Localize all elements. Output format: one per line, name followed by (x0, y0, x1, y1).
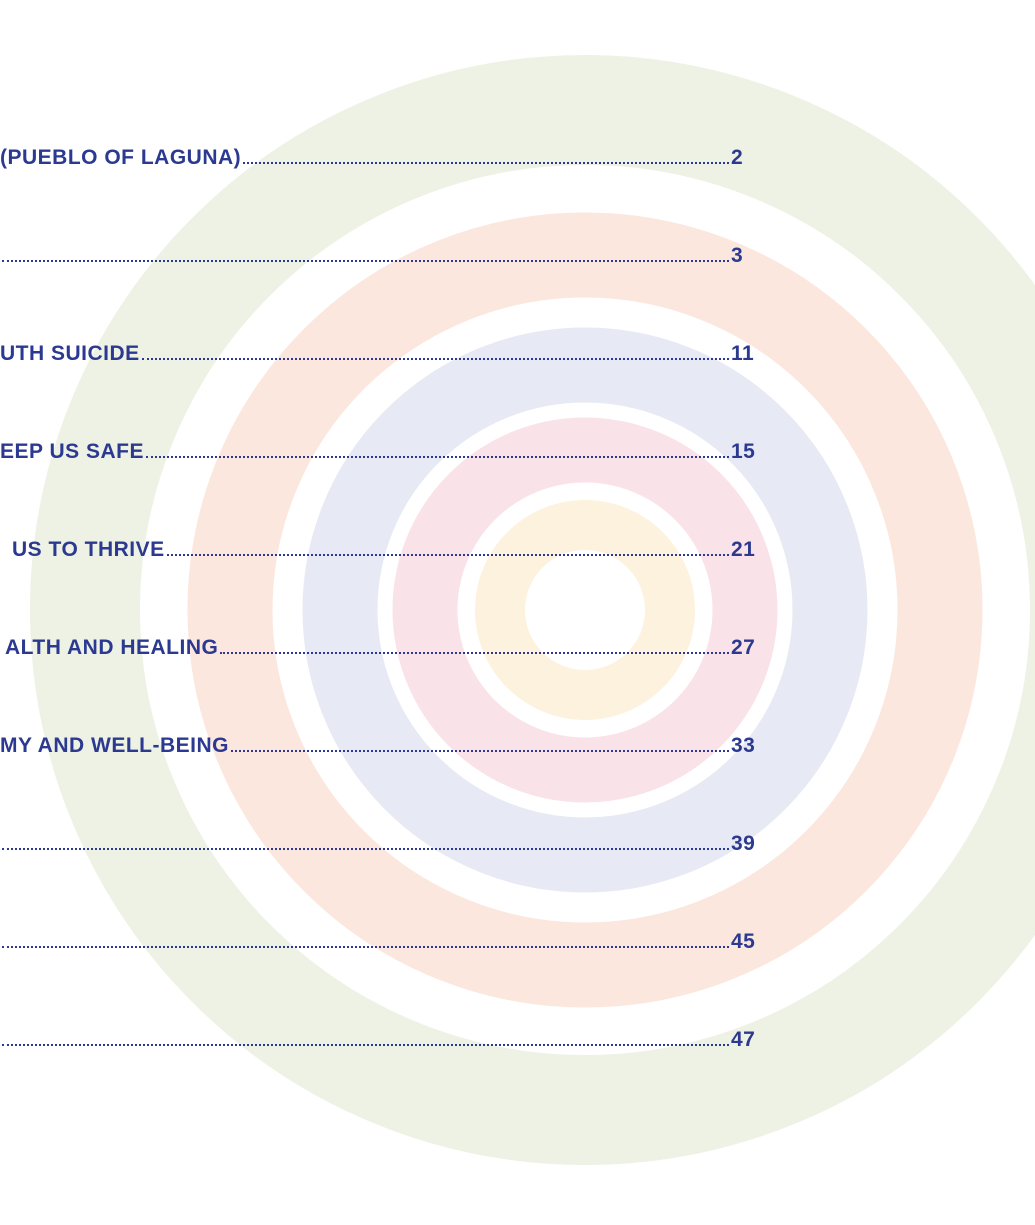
toc-entry: 39 (0, 826, 791, 856)
page-number: 2 (731, 146, 791, 170)
dot-leader (2, 848, 729, 850)
dot-leader (2, 260, 729, 262)
dot-leader (2, 946, 729, 948)
dot-leader (243, 162, 729, 164)
page-number: 21 (731, 538, 791, 562)
dot-leader (231, 750, 729, 752)
toc-entry: (PUEBLO OF LAGUNA) 2 (0, 140, 791, 170)
entry-title: UTH SUICIDE (0, 342, 140, 366)
page-number: 47 (731, 1028, 791, 1052)
entry-title: (PUEBLO OF LAGUNA) (0, 146, 241, 170)
dot-leader (2, 1044, 729, 1046)
page-number: 45 (731, 930, 791, 954)
toc-entry: EEP US SAFE 15 (0, 434, 791, 464)
table-of-contents: (PUEBLO OF LAGUNA) 2 3 UTH SUICIDE 11 EEP US … (0, 0, 1035, 1225)
entry-title: US TO THRIVE (12, 538, 165, 562)
entry-title: ALTH AND HEALING (5, 636, 218, 660)
page: {"entries": [ {"title": "(PUEBLO OF LAGU… (0, 0, 1035, 1225)
entry-title: MY AND WELL-BEING (0, 734, 229, 758)
page-number: 3 (731, 244, 791, 268)
page-number: 11 (731, 342, 791, 366)
toc-entry: 45 (0, 924, 791, 954)
toc-entry: ALTH AND HEALING 27 (0, 630, 791, 660)
toc-entry: US TO THRIVE 21 (0, 532, 791, 562)
dot-leader (167, 554, 729, 556)
page-number: 15 (731, 440, 791, 464)
page-number: 39 (731, 832, 791, 856)
toc-entry: 47 (0, 1022, 791, 1052)
toc-entry: MY AND WELL-BEING 33 (0, 728, 791, 758)
toc-entry: UTH SUICIDE 11 (0, 336, 791, 366)
dot-leader (220, 652, 729, 654)
entry-title: EEP US SAFE (0, 440, 144, 464)
page-number: 27 (731, 636, 791, 660)
dot-leader (142, 358, 729, 360)
toc-entry: 3 (0, 238, 791, 268)
dot-leader (146, 456, 729, 458)
page-number: 33 (731, 734, 791, 758)
